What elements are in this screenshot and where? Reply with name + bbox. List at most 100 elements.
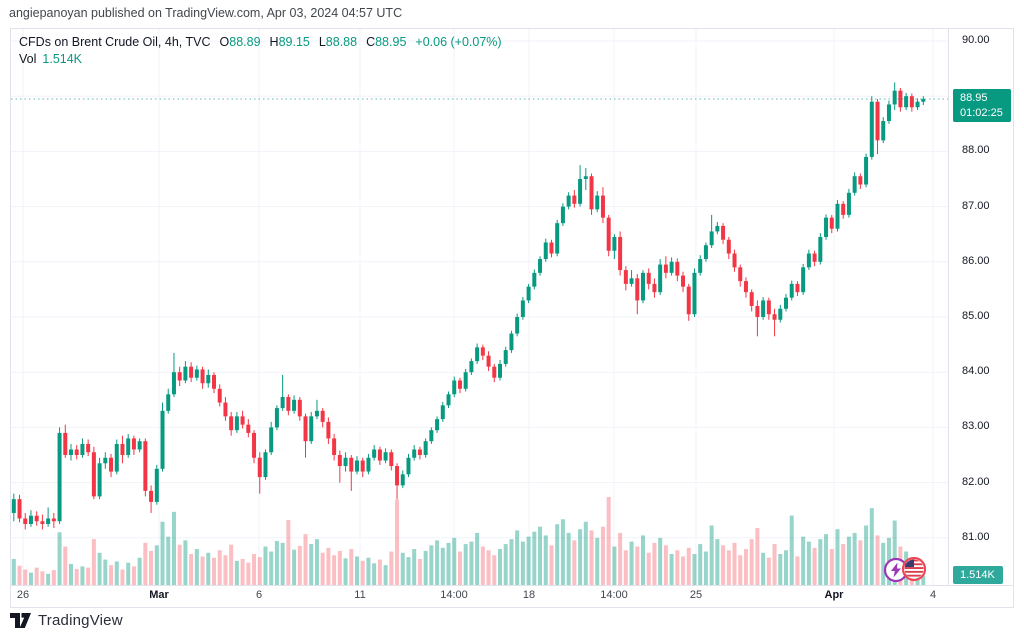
volume-bar (498, 549, 502, 585)
candle-body (864, 156, 869, 185)
time-axis-label: 25 (689, 589, 703, 601)
tradingview-logo-icon (10, 613, 31, 628)
candle-body (749, 292, 754, 306)
price-axis[interactable]: 88.95 01:02:25 1.514K 90.00 88.00 87.00 86.… (948, 29, 1014, 585)
volume-bar (383, 565, 388, 585)
volume-bar (435, 540, 440, 585)
chart-plot-area[interactable] (11, 29, 948, 585)
volume-bar (109, 565, 114, 585)
volume-bar (11, 558, 16, 585)
candle-body (200, 369, 205, 384)
candle-body (446, 394, 451, 406)
candle-body (498, 363, 502, 378)
volume-bar (801, 536, 806, 585)
time-axis-label: 11 (354, 589, 366, 601)
volume-bar (17, 565, 22, 585)
volume-bar (463, 544, 468, 585)
volume-bar (40, 571, 45, 585)
volume-bar (457, 551, 462, 585)
candle-body (486, 355, 491, 367)
candle-body (658, 264, 663, 293)
volume-bar (274, 540, 279, 585)
volume-label: Vol (19, 52, 37, 66)
volume-bar (429, 545, 434, 585)
tradingview-footer[interactable]: TradingView (10, 612, 123, 629)
volume-bar (46, 573, 51, 585)
candle-body (801, 267, 806, 293)
time-axis-label: 4 (929, 589, 937, 601)
candle-body (457, 380, 462, 389)
candle-body (663, 264, 668, 273)
volume-bar (864, 525, 869, 585)
candle-body (600, 195, 605, 218)
candle-body (343, 457, 348, 467)
candle-body (257, 457, 262, 478)
candle-body (898, 90, 903, 108)
volume-bar (223, 555, 228, 585)
volume-bar (829, 549, 834, 585)
candle-body (538, 259, 543, 273)
candle-body (583, 176, 588, 179)
price-axis-label: 82.00 (962, 475, 990, 488)
candle-body (578, 179, 583, 204)
candle-body (549, 242, 554, 254)
candle-body (818, 236, 823, 262)
candle-body (103, 457, 108, 464)
candle-body (761, 300, 766, 317)
volume-bar (875, 535, 880, 585)
price-axis-label: 81.00 (962, 530, 990, 543)
volume-bar (921, 575, 926, 585)
us-flag-event-icon[interactable] (901, 556, 927, 582)
candle-body (189, 366, 194, 378)
volume-bar (355, 556, 359, 585)
volume-bar (320, 552, 325, 585)
time-axis[interactable]: 26 Mar 6 11 14:00 18 14:00 25 Apr 4 (11, 585, 1013, 607)
candle-body (194, 369, 199, 378)
volume-bar (520, 541, 525, 585)
candle-body (709, 231, 714, 246)
candle-body (212, 374, 216, 389)
candle-body (23, 518, 28, 524)
volume-bar (86, 567, 91, 585)
volume-bar (171, 511, 176, 585)
volume-bar (749, 539, 754, 585)
candle-body (881, 121, 886, 141)
candle-body (355, 460, 359, 472)
candle-body (435, 419, 440, 431)
candle-body (292, 399, 297, 411)
volume-bar (194, 549, 199, 585)
volume-bar (189, 554, 194, 585)
volume-bar (641, 535, 645, 585)
candle-body (269, 427, 274, 453)
price-axis-label: 90.00 (962, 34, 990, 46)
time-axis-label: 26 (16, 589, 30, 601)
volume-bar (377, 559, 382, 585)
candle-body (154, 468, 159, 502)
time-axis-label: 6 (255, 589, 263, 601)
candle-body (686, 286, 691, 315)
candle-body (314, 410, 319, 417)
candle-body (274, 408, 279, 428)
volume-bar (166, 536, 171, 585)
candle-body (915, 101, 920, 108)
candle-body (263, 452, 268, 478)
candle-body (726, 239, 731, 254)
candle-body (503, 350, 508, 364)
volume-bar (658, 537, 663, 585)
candle-body (520, 300, 525, 317)
candle-body (91, 452, 96, 497)
volume-bar (812, 547, 817, 585)
candle-body (80, 443, 85, 455)
volume-bar (560, 519, 565, 585)
candle-body (555, 223, 560, 254)
candle-body (738, 267, 743, 282)
volume-bar (824, 534, 829, 585)
volume-bar (623, 550, 628, 585)
volume-bar (532, 531, 537, 585)
candle-body (875, 101, 880, 141)
volume-bar (869, 508, 874, 585)
candle-body (829, 217, 834, 229)
candle-body (892, 90, 897, 105)
volume-bar (526, 536, 531, 585)
volume-bar (663, 545, 668, 585)
